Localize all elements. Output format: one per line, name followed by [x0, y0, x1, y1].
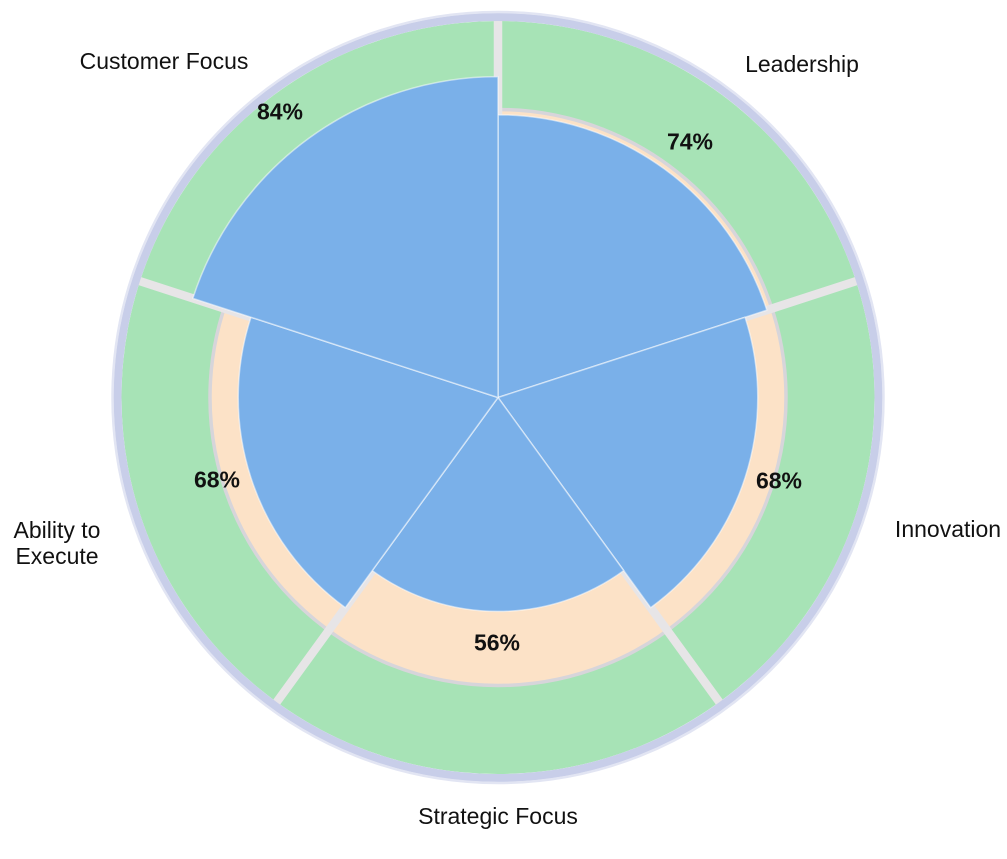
value-wedge-customer-focus	[192, 75, 499, 399]
value-label-strategic-focus: 56%	[473, 629, 521, 656]
value-wedge-ability-to-execute	[237, 316, 499, 609]
value-label-ability-to-execute: 68%	[193, 466, 241, 493]
outer-rim-edge	[111, 10, 885, 785]
category-label-customer-focus: Customer Focus	[79, 48, 249, 74]
category-label-leadership: Leadership	[745, 51, 859, 77]
value-wedge-strategic-focus	[371, 396, 625, 613]
category-label-strategic-focus: Strategic Focus	[418, 803, 578, 829]
category-label-innovation: Innovation	[894, 516, 1002, 542]
outer-rim-ring	[113, 13, 883, 782]
category-label-ability-to-execute: Ability to Execute	[13, 517, 101, 569]
value-label-leadership: 74%	[666, 128, 714, 155]
value-label-innovation: 68%	[755, 467, 803, 494]
value-wedge-innovation	[497, 316, 759, 609]
value-wedge-leadership	[497, 114, 768, 399]
value-label-customer-focus: 84%	[256, 98, 304, 125]
